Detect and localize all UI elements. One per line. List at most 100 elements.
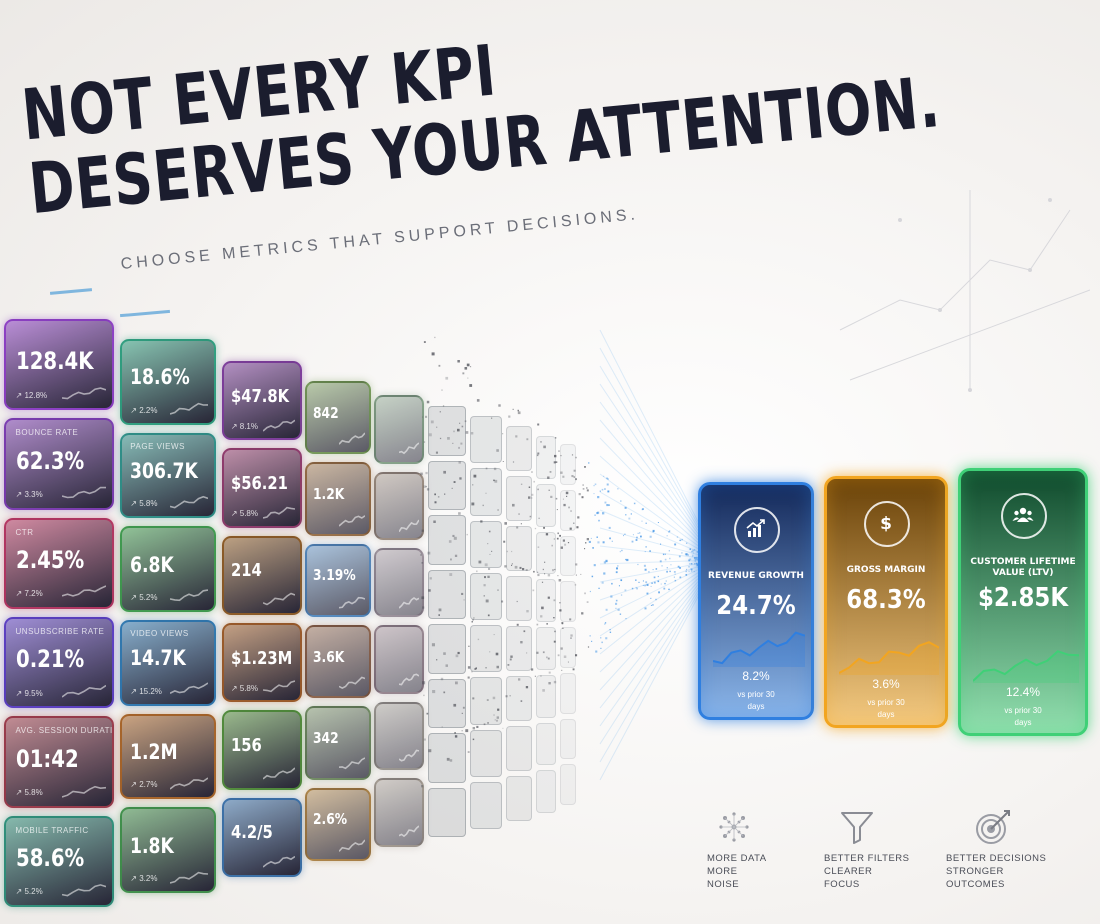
kpi-tile-value: 214	[230, 560, 262, 582]
target-icon	[974, 808, 1012, 851]
kpi-card-2[interactable]: $ GROSS MARGIN 68.3% 3.6% vs prior 30 days	[824, 476, 948, 728]
faded-tile	[536, 436, 556, 479]
faded-tile	[428, 624, 466, 674]
chart-up-icon	[734, 507, 780, 553]
kpi-tile-change: ↗ 5.2%	[130, 592, 158, 602]
faded-tile	[428, 515, 466, 565]
kpi-tile-label: BOUNCE RATE	[15, 428, 79, 438]
kpi-tile-change: ↗ 3.3%	[15, 489, 43, 499]
faded-tile	[428, 460, 466, 510]
sparkline-icon	[399, 442, 420, 455]
kpi-tile: MOBILE TRAFFIC 58.6% ↗ 5.2%	[4, 815, 114, 907]
kpi-tile-label: VIDEO VIEWS	[130, 629, 189, 639]
feature-line: NOISE	[707, 879, 740, 890]
faded-tile	[506, 726, 532, 771]
kpi-tile-change: ↗ 2.7%	[130, 780, 158, 790]
kpi-tile-value: 842	[312, 403, 339, 422]
kpi-tile-value: 2.6%	[312, 810, 347, 829]
kpi-tile: 1.2M ↗ 2.7%	[120, 713, 216, 800]
kpi-card-value: 24.7%	[716, 591, 796, 621]
kpi-tile-label: MOBILE TRAFFIC	[15, 825, 89, 835]
faded-tile	[428, 733, 466, 783]
sparkline-icon	[61, 486, 106, 499]
kpi-tile-change: ↗ 5.2%	[15, 887, 43, 897]
sparkline-icon	[263, 679, 296, 692]
background-line-chart	[839, 190, 1090, 392]
kpi-tile-label: UNSUBSCRIBE RATE	[15, 626, 105, 636]
kpi-tile-value: 128.4K	[15, 347, 94, 376]
kpi-tile-value: 3.6K	[312, 647, 344, 666]
faded-tile	[428, 787, 466, 837]
kpi-tile-label: CTR	[15, 527, 34, 537]
accent-dash	[49, 288, 93, 295]
kpi-tile-change: ↗ 7.2%	[15, 589, 43, 599]
kpi-tile: 1.8K ↗ 3.2%	[120, 807, 216, 893]
sparkline-icon	[399, 825, 420, 838]
faded-tile	[560, 535, 576, 577]
faded-tile	[506, 576, 532, 621]
faded-tile	[506, 676, 532, 721]
faded-tile	[536, 483, 556, 527]
faded-tile	[470, 416, 502, 464]
kpi-tile	[374, 701, 424, 771]
kpi-card-3[interactable]: CUSTOMER LIFETIME VALUE (LTV) $2.85K 12.4%…	[958, 468, 1088, 736]
sparkline-icon	[263, 856, 296, 868]
kpi-tile-change: ↗ 5.8%	[230, 683, 258, 693]
faded-tile	[560, 672, 576, 714]
faded-tile	[536, 531, 556, 575]
sparkline-icon	[339, 676, 366, 690]
kpi-tile: 6.8K ↗ 5.2%	[120, 526, 216, 612]
kpi-tile: VIDEO VIEWS 14.7K ↗ 15.2%	[120, 620, 216, 706]
kpi-tile-value: 0.21%	[15, 645, 84, 674]
kpi-tile-value: 62.3%	[15, 446, 84, 475]
faded-tile	[536, 627, 556, 670]
sparkline-icon	[61, 884, 106, 897]
kpi-tile: 4.2/5	[222, 797, 302, 877]
filter-icon	[838, 808, 876, 851]
feature-line: MORE DATA	[707, 853, 767, 864]
kpi-tile	[374, 778, 424, 847]
feature-line: BETTER FILTERS	[824, 853, 910, 864]
kpi-tile: 3.6K	[305, 625, 371, 699]
kpi-tile-change: ↗ 5.8%	[230, 509, 258, 519]
kpi-tile-change: ↗ 5.8%	[130, 499, 158, 509]
faded-tile	[470, 520, 502, 568]
faded-tile	[560, 718, 576, 760]
kpi-card-comparison: vs prior 30	[867, 698, 905, 707]
sparkline-icon	[263, 419, 296, 432]
kpi-tile-label: AVG. SESSION DURATION	[15, 726, 113, 736]
kpi-tile-change: ↗ 15.2%	[130, 686, 162, 696]
feature-text: MORE DATA MORE NOISE	[707, 852, 767, 891]
feature-line: CLEARER	[824, 866, 873, 877]
kpi-card-days: days	[877, 710, 895, 719]
faded-tile	[470, 625, 502, 673]
kpi-tile-value: 156	[230, 734, 262, 756]
kpi-tile: BOUNCE RATE 62.3% ↗ 3.3%	[4, 418, 114, 510]
kpi-card-label: GROSS MARGIN	[846, 565, 926, 575]
sparkline-icon	[61, 685, 106, 699]
faded-tile	[560, 764, 576, 805]
sparkline-icon	[61, 387, 106, 400]
kpi-tile-value: $47.8K	[230, 385, 289, 407]
sparkline-icon	[170, 682, 209, 695]
faded-tile	[506, 526, 532, 571]
sparkline-icon	[339, 432, 366, 445]
kpi-tile-change: ↗ 12.8%	[15, 390, 48, 400]
kpi-card-change: 3.6%	[872, 677, 900, 691]
faded-tile	[560, 444, 576, 485]
kpi-tile	[374, 471, 424, 541]
kpi-tile	[374, 625, 424, 694]
faded-tile	[470, 781, 502, 829]
faded-tile	[536, 722, 556, 766]
sparkline-icon	[170, 588, 209, 601]
feature-text: BETTER DECISIONS STRONGER OUTCOMES	[946, 852, 1046, 891]
faded-tile	[536, 579, 556, 622]
kpi-tile: 3.19%	[305, 543, 371, 617]
kpi-tile: 156	[222, 710, 302, 790]
feature-line: STRONGER	[946, 866, 1004, 877]
kpi-tile: PAGE VIEWS 306.7K ↗ 5.8%	[120, 432, 216, 519]
kpi-card-value: 68.3%	[846, 585, 926, 615]
kpi-card-1[interactable]: REVENUE GROWTH 24.7% 8.2% vs prior 30 days	[698, 482, 814, 720]
sparkline-icon	[339, 515, 366, 528]
